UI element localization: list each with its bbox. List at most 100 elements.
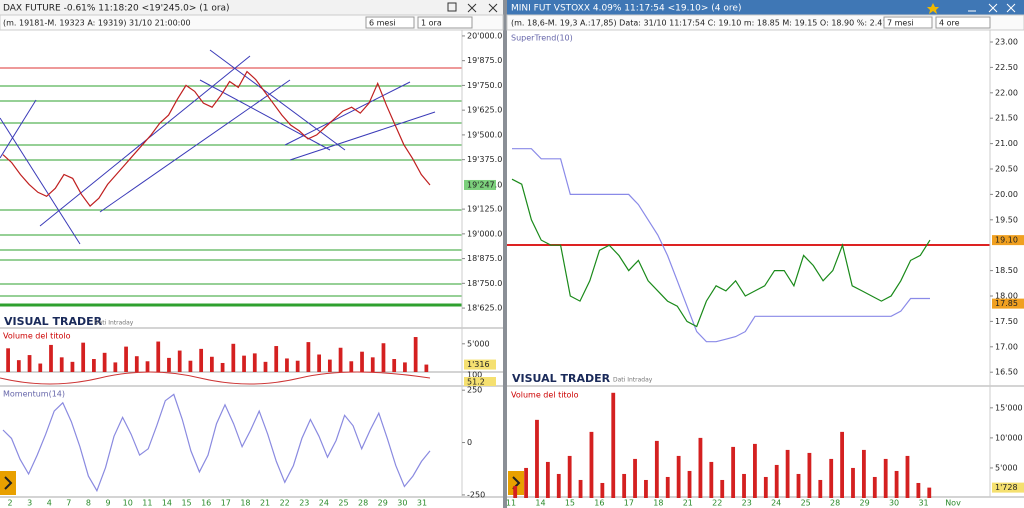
x-tick-label: 28 xyxy=(830,499,840,508)
left-title-bar xyxy=(0,0,503,15)
x-tick-label: 14 xyxy=(162,499,172,508)
volume-bar xyxy=(92,359,96,372)
btn-close[interactable] xyxy=(988,3,998,13)
volume-bar xyxy=(861,449,866,498)
y-tick-label: 100 xyxy=(467,371,482,380)
x-tick-label: 21 xyxy=(260,499,270,508)
volume-bar xyxy=(840,431,845,498)
y-tick-label: 17.00 xyxy=(995,342,1018,351)
btn-restore[interactable] xyxy=(447,2,457,12)
interval-select[interactable] xyxy=(935,16,991,29)
volume-bar xyxy=(644,479,648,498)
x-tick-label: 24 xyxy=(319,499,329,508)
logo: VISUAL TRADER xyxy=(512,372,611,385)
volume-bar xyxy=(905,455,910,498)
value-box xyxy=(464,377,496,386)
volume-bar xyxy=(709,461,714,498)
volume-bar xyxy=(231,343,236,372)
period-select[interactable] xyxy=(365,16,415,29)
value-box xyxy=(464,179,496,190)
value-box xyxy=(992,482,1024,493)
y-tick-label: 250 xyxy=(467,386,482,395)
x-tick-label: 21 xyxy=(683,499,693,508)
right-window xyxy=(507,0,1024,508)
volume-bar xyxy=(927,487,932,498)
value-box-label: 51.2 xyxy=(467,378,485,387)
value-box xyxy=(992,298,1024,309)
y-tick-label: 19'125.0 xyxy=(467,205,502,214)
volume-bar xyxy=(145,361,150,372)
interval-select[interactable] xyxy=(417,16,473,29)
x-tick-label: 29 xyxy=(860,499,870,508)
favorite-star[interactable] xyxy=(927,3,939,14)
volume-bar xyxy=(327,359,332,372)
btn-close[interactable] xyxy=(1006,3,1016,13)
btn-close[interactable] xyxy=(467,3,477,13)
x-tick-label: 4 xyxy=(47,499,52,508)
price-line xyxy=(2,393,431,493)
x-tick-label: 22 xyxy=(712,499,722,508)
volume-bar xyxy=(883,458,888,498)
y-tick-label: 22.50 xyxy=(995,63,1018,72)
volume-bar xyxy=(295,360,300,372)
volume-bar xyxy=(556,473,561,498)
volume-bar xyxy=(524,467,528,498)
volume-bar xyxy=(567,455,572,498)
volume-bar xyxy=(209,356,214,372)
logo: VISUAL TRADER xyxy=(4,315,103,328)
volume-bar xyxy=(774,464,779,498)
y-tick-label: 19'750.0 xyxy=(467,81,502,90)
interval-label: 1 ora xyxy=(421,19,442,28)
volume-bar xyxy=(611,392,616,498)
volume-bar xyxy=(578,479,583,498)
price-line xyxy=(511,178,931,328)
panel-title: Momentum(14) xyxy=(3,390,65,399)
volume-bar xyxy=(306,342,311,372)
volume-bar xyxy=(763,476,768,498)
oscillator-line xyxy=(0,371,431,385)
volume-bar xyxy=(545,461,550,498)
volume-bar xyxy=(177,350,182,372)
volume-bar xyxy=(720,479,725,498)
volume-bar xyxy=(59,357,64,372)
divider xyxy=(503,0,507,508)
support-lines xyxy=(0,85,462,307)
x-tick-label: 16 xyxy=(201,499,211,508)
btn-close[interactable] xyxy=(488,3,498,13)
x-tick-label: 11 xyxy=(506,499,516,508)
value-box-label: 19'247.0 xyxy=(467,180,502,189)
x-tick-label: 23 xyxy=(299,499,309,508)
volume-bar xyxy=(513,485,518,498)
x-tick-label: 17 xyxy=(221,499,231,508)
volume-bar xyxy=(285,358,289,372)
y-tick-label: 5'000 xyxy=(995,463,1018,472)
volume-bar xyxy=(622,473,627,498)
x-tick-label: 16 xyxy=(594,499,604,508)
y-tick-label: 23.00 xyxy=(995,38,1018,47)
x-tick-label: 14 xyxy=(535,499,545,508)
scroll-button[interactable] xyxy=(508,471,524,495)
interval-label: 4 ore xyxy=(939,19,960,28)
volume-bar xyxy=(156,341,161,372)
volume-bar xyxy=(338,347,343,372)
y-tick-label: 20'000.0 xyxy=(467,31,502,40)
price-line xyxy=(512,148,930,343)
period-select[interactable] xyxy=(883,16,933,29)
y-tick-label: 18.00 xyxy=(995,292,1018,301)
volume-bar xyxy=(403,362,407,372)
x-tick-label: 29 xyxy=(378,499,388,508)
left-info: (m. 19181-M. 19323 A: 19319) 31/10 21:00… xyxy=(3,19,191,28)
volume-bar xyxy=(424,364,429,372)
period-label: 7 mesi xyxy=(887,19,914,28)
period-label: 6 mesi xyxy=(369,19,396,28)
volume-bar xyxy=(413,337,418,372)
y-tick-label: 19'625.0 xyxy=(467,106,502,115)
y-tick-label: 19'375.0 xyxy=(467,155,502,164)
volume-bar xyxy=(317,354,321,372)
volume-bar xyxy=(38,363,43,372)
volume-bar xyxy=(220,362,225,372)
y-tick-label: 15'000 xyxy=(995,403,1023,412)
scroll-button[interactable] xyxy=(0,471,16,495)
volume-bar xyxy=(81,342,86,372)
